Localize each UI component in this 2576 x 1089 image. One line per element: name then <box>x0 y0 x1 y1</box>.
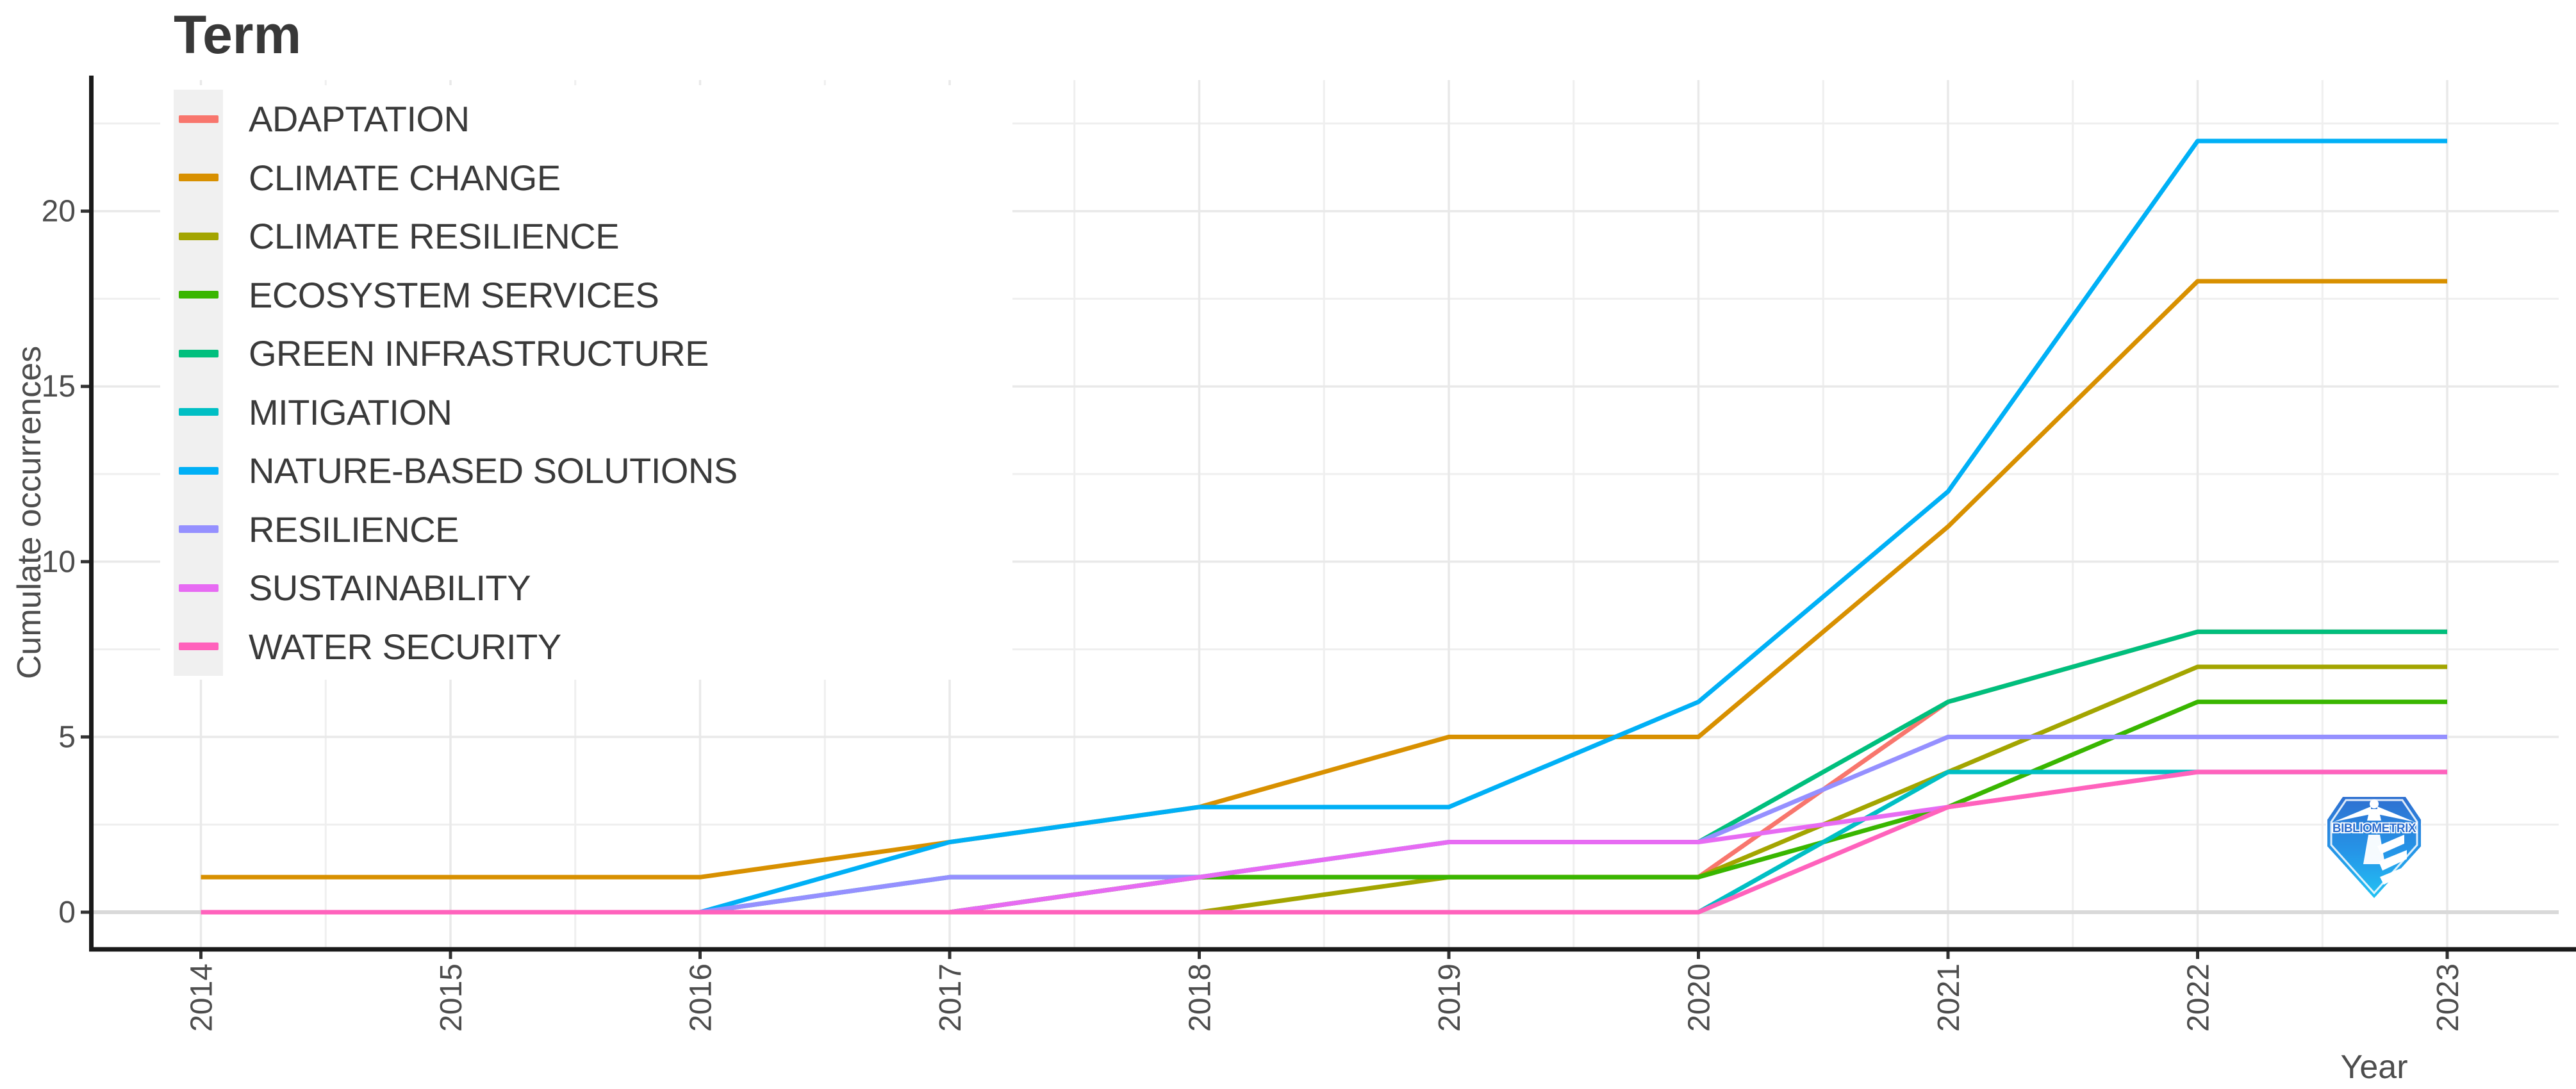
legend-key <box>174 207 223 266</box>
y-tick-label: 5 <box>58 720 76 754</box>
logo-text: BIBLIOMETRIX <box>2332 822 2416 835</box>
legend-color-line-icon <box>178 466 219 475</box>
legend-item: ECOSYSTEM SERVICES <box>174 265 1007 324</box>
legend-item: NATURE-BASED SOLUTIONS <box>174 441 1007 500</box>
legend-item-label: WATER SECURITY <box>249 626 561 667</box>
legend-color-line-icon <box>178 408 219 416</box>
legend-color-line-icon <box>178 643 219 651</box>
legend-rows: ADAPTATION CLIMATE CHANGE CLIMATE RESILIEN… <box>174 90 1007 676</box>
legend-item-label: CLIMATE CHANGE <box>249 157 561 198</box>
x-tick-label: 2021 <box>1932 963 1966 1032</box>
legend-key <box>174 559 223 618</box>
legend-item: MITIGATION <box>174 382 1007 441</box>
series-line-climate-change <box>201 279 2447 880</box>
y-tick-label: 20 <box>42 195 76 229</box>
x-tick-label: 2020 <box>1683 963 1717 1032</box>
legend-item: SUSTAINABILITY <box>174 559 1007 618</box>
legend-item-label: SUSTAINABILITY <box>249 568 531 609</box>
x-tick-label: 2014 <box>185 963 219 1032</box>
legend-key <box>174 265 223 324</box>
legend-item: CLIMATE CHANGE <box>174 148 1007 207</box>
x-tick-label: 2019 <box>1433 963 1467 1032</box>
legend-item-label: RESILIENCE <box>249 509 459 550</box>
x-tick-label: 2016 <box>684 963 718 1032</box>
legend-key <box>174 441 223 500</box>
legend-color-line-icon <box>178 291 219 299</box>
legend-item-label: ADAPTATION <box>249 99 470 140</box>
logo-inner-border <box>2330 799 2418 895</box>
legend-title: Term <box>174 4 302 65</box>
legend-item-label: ECOSYSTEM SERVICES <box>249 274 659 315</box>
legend-item-label: MITIGATION <box>249 391 452 432</box>
bibliometrix-logo: BIBLIOMETRIX <box>2326 794 2422 901</box>
legend-color-line-icon <box>178 349 219 357</box>
y-tick-label: 0 <box>58 896 76 929</box>
x-tick-label: 2022 <box>2182 963 2216 1032</box>
logo-lighthouse <box>2334 799 2415 885</box>
legend-key <box>174 617 223 676</box>
legend-color-line-icon <box>178 174 219 182</box>
legend-key <box>174 90 223 149</box>
legend-item-label: GREEN INFRASTRUCTURE <box>249 333 709 374</box>
legend-item: RESILIENCE <box>174 500 1007 559</box>
legend-color-line-icon <box>178 232 219 240</box>
legend-key <box>174 324 223 383</box>
y-tick-label: 15 <box>42 370 76 404</box>
legend-key <box>174 382 223 441</box>
legend-item: GREEN INFRASTRUCTURE <box>174 324 1007 383</box>
legend-item: WATER SECURITY <box>174 617 1007 676</box>
legend-color-line-icon <box>178 584 219 592</box>
y-tick-label: 10 <box>42 545 76 579</box>
legend-item: ADAPTATION <box>174 90 1007 149</box>
legend-key <box>174 500 223 559</box>
x-tick-label: 2018 <box>1184 963 1218 1032</box>
y-axis-title: Cumulate occurrences <box>11 345 48 680</box>
series-line-water-security <box>201 769 2447 915</box>
x-axis-title: Year <box>2340 1049 2408 1086</box>
legend-item: CLIMATE RESILIENCE <box>174 207 1007 266</box>
legend-color-line-icon <box>178 115 219 123</box>
legend-key <box>174 148 223 207</box>
x-tick-label: 2023 <box>2431 963 2465 1032</box>
x-tick-label: 2017 <box>934 963 968 1032</box>
legend-item-label: CLIMATE RESILIENCE <box>249 216 620 257</box>
legend-item-label: NATURE-BASED SOLUTIONS <box>249 450 738 491</box>
x-tick-label: 2015 <box>434 963 468 1032</box>
legend: ADAPTATION CLIMATE CHANGE CLIMATE RESILIEN… <box>160 85 1012 680</box>
legend-color-line-icon <box>178 525 219 534</box>
